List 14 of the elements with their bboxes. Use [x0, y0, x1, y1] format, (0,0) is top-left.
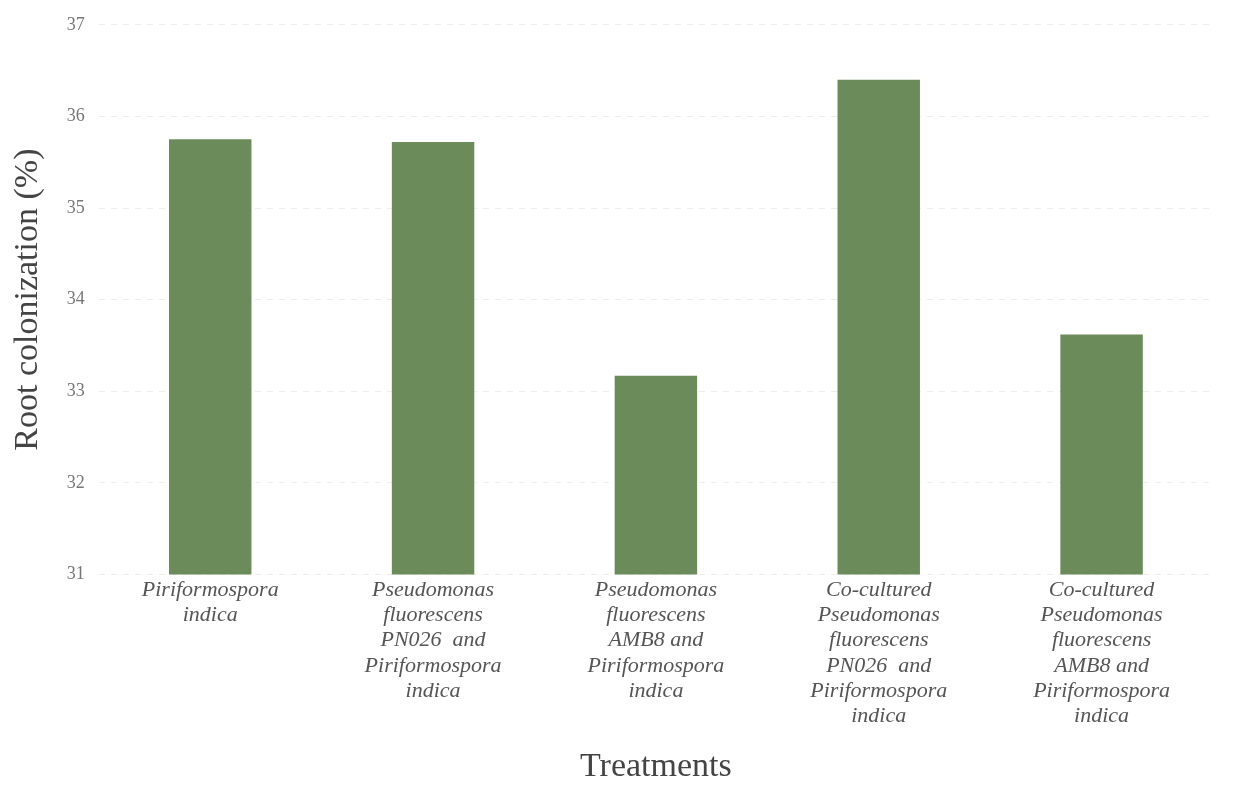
y-tick-label: 32: [66, 471, 85, 492]
y-tick-label: 31: [66, 563, 85, 584]
y-tick-label: 35: [66, 196, 85, 217]
x-tick-label: Co-cultured Pseudomonas fluorescens PN026 and Piriformospora indica: [809, 575, 948, 728]
y-tick-label: 33: [66, 379, 85, 400]
y-tick-label: 37: [66, 13, 85, 34]
x-tick-label: Pseudomonas fluorescens AMB8 and Piriformospora indica: [586, 575, 725, 703]
y-axis-title: Root colonization (%): [7, 148, 46, 451]
x-tick-label: Piriformospora indica: [140, 575, 279, 627]
x-tick-label: Pseudomonas fluorescens PN026 and Piriformospora indica: [363, 575, 502, 703]
x-axis-title: Treatments: [580, 745, 732, 783]
y-tick-label: 34: [66, 288, 85, 309]
y-tick-label: 36: [66, 105, 85, 126]
x-tick-label: Co-cultured Pseudomonas fluorescens AMB8 and Piriformospora indica: [1032, 575, 1171, 728]
